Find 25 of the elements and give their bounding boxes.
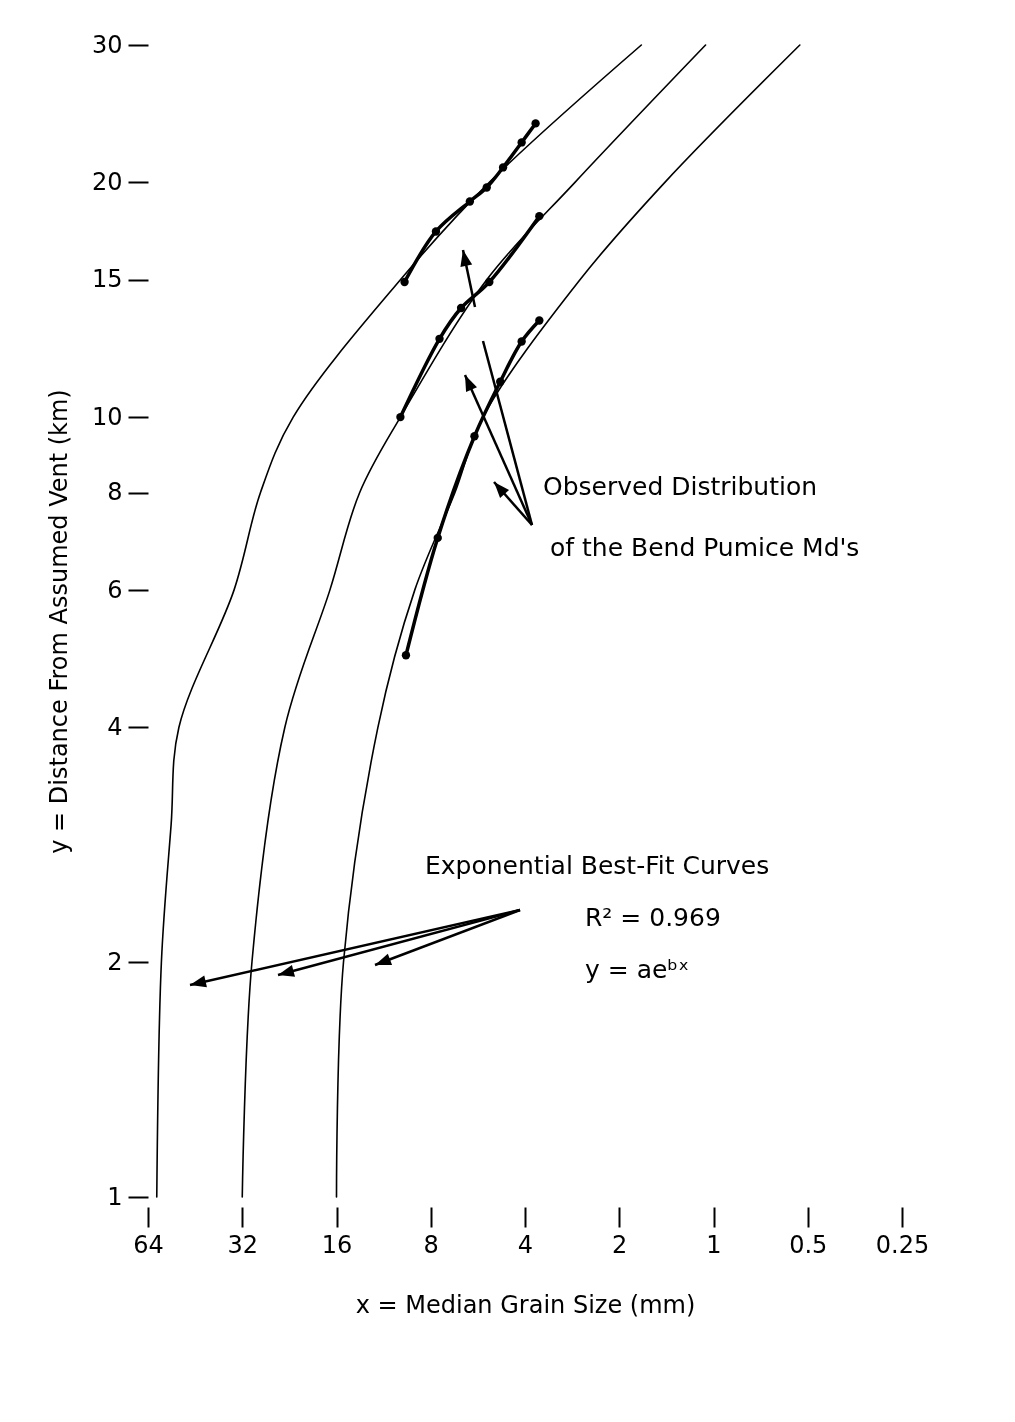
x-tick-label: 32 (227, 1230, 259, 1259)
x-tick-label: 64 (133, 1230, 164, 1259)
annotation: of the Bend Pumice Md's (550, 533, 860, 562)
y-tick-label: 10 (91, 402, 123, 431)
annotation: Observed Distribution (543, 472, 818, 501)
y-tick-label: 6 (107, 575, 123, 604)
y-tick-label: 1 (107, 1182, 123, 1211)
y-tick-label: 2 (107, 947, 123, 976)
y-tick-label: 30 (91, 30, 123, 59)
x-tick-label: 16 (321, 1230, 353, 1259)
annotation: y = aeᵇˣ (585, 955, 690, 984)
x-axis-title: x = Median Grain Size (mm) (355, 1290, 696, 1319)
x-tick-label: 4 (517, 1230, 534, 1259)
y-tick-label: 15 (91, 265, 123, 294)
y-tick-label: 8 (107, 478, 123, 507)
y-tick-label: 4 (107, 712, 123, 741)
x-tick-label: 8 (423, 1230, 439, 1259)
x-tick-label: 2 (612, 1230, 628, 1259)
x-tick-label: 0.25 (875, 1230, 930, 1259)
annotation: Exponential Best-Fit Curves (425, 851, 770, 880)
annotation: R² = 0.969 (585, 903, 721, 932)
x-tick-label: 1 (706, 1230, 722, 1259)
y-axis-title: y = Distance From Assumed Vent (km) (44, 389, 73, 854)
x-tick-label: 0.5 (789, 1230, 828, 1259)
y-tick-label: 20 (91, 167, 123, 196)
